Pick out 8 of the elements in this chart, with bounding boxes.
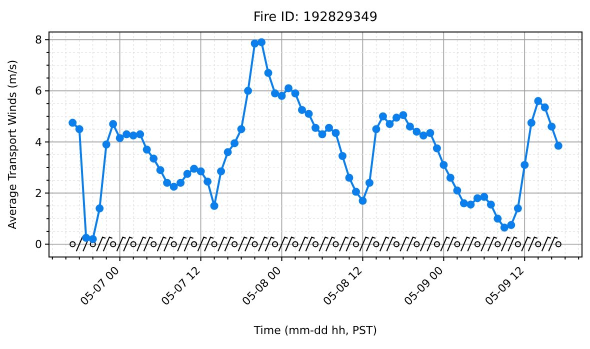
y-tick-label: 2 [35,186,42,200]
y-axis-title: Average Transport Winds (m/s) [6,60,19,230]
y-tick-label: 4 [35,136,42,149]
x-axis-title: Time (mm-dd hh, PST) [252,324,378,337]
y-tick-label: 0 [35,238,42,252]
y-tick-label: 8 [35,34,42,47]
y-tick-label: 6 [35,84,42,98]
chart-title: Fire ID: 192829349 [253,10,378,25]
